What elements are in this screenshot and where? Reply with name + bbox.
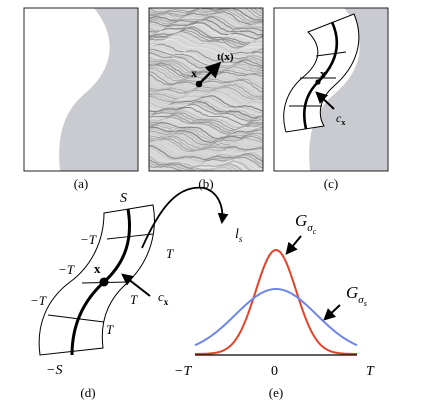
gauss-c-arrow	[287, 236, 301, 253]
panel-c: x cx (c)	[274, 8, 388, 191]
gaussian-plot	[195, 250, 357, 354]
panel-d-point	[100, 278, 109, 287]
panel-d-left-label-3: −T	[30, 293, 47, 308]
panel-d-left-label-1: −T	[80, 232, 97, 247]
panel-e-caption: (e)	[269, 385, 283, 400]
panel-a: (a)	[24, 8, 138, 191]
gauss-s-label: Gσs	[346, 283, 367, 308]
axis-min-label: −T	[174, 364, 192, 379]
panel-d-point-label: x	[94, 261, 101, 276]
panel-d-right-label-1: T	[166, 246, 174, 261]
panel-c-caption: (c)	[324, 176, 338, 191]
panel-a-caption: (a)	[74, 176, 88, 191]
panel-d-right-label-3: T	[106, 322, 114, 337]
panel-d-left-label-2: −T	[58, 262, 75, 277]
panel-b-point-label: x	[191, 66, 197, 80]
axis-max-label: T	[366, 364, 375, 379]
panel-e: ls −T 0 T Gσc Gσs (e)	[174, 211, 375, 400]
gaussian-s-curve	[195, 289, 357, 345]
panel-e-line-label: ls	[235, 227, 243, 244]
panel-d-caption: (d)	[80, 385, 95, 400]
panel-d-right-label-2: T	[130, 292, 138, 307]
panel-d: S −S −T −T −T T T T x cx (d)	[30, 191, 174, 400]
panel-d-top-label: S	[120, 191, 127, 206]
panel-c-point	[315, 79, 320, 84]
panel-c-point-label: x	[320, 68, 326, 80]
panel-d-strip-body	[39, 205, 154, 355]
panel-b: x t(x) (b)	[146, 0, 266, 191]
panel-d-bottom-label: −S	[46, 363, 62, 378]
gauss-c-label: Gσc	[295, 211, 317, 236]
gauss-s-arrow	[325, 305, 340, 319]
gaussian-c-curve	[195, 250, 357, 354]
panel-d-curve-label: cx	[158, 289, 169, 307]
panel-b-vector-label: t(x)	[217, 51, 234, 63]
axis-zero-label: 0	[271, 364, 278, 379]
